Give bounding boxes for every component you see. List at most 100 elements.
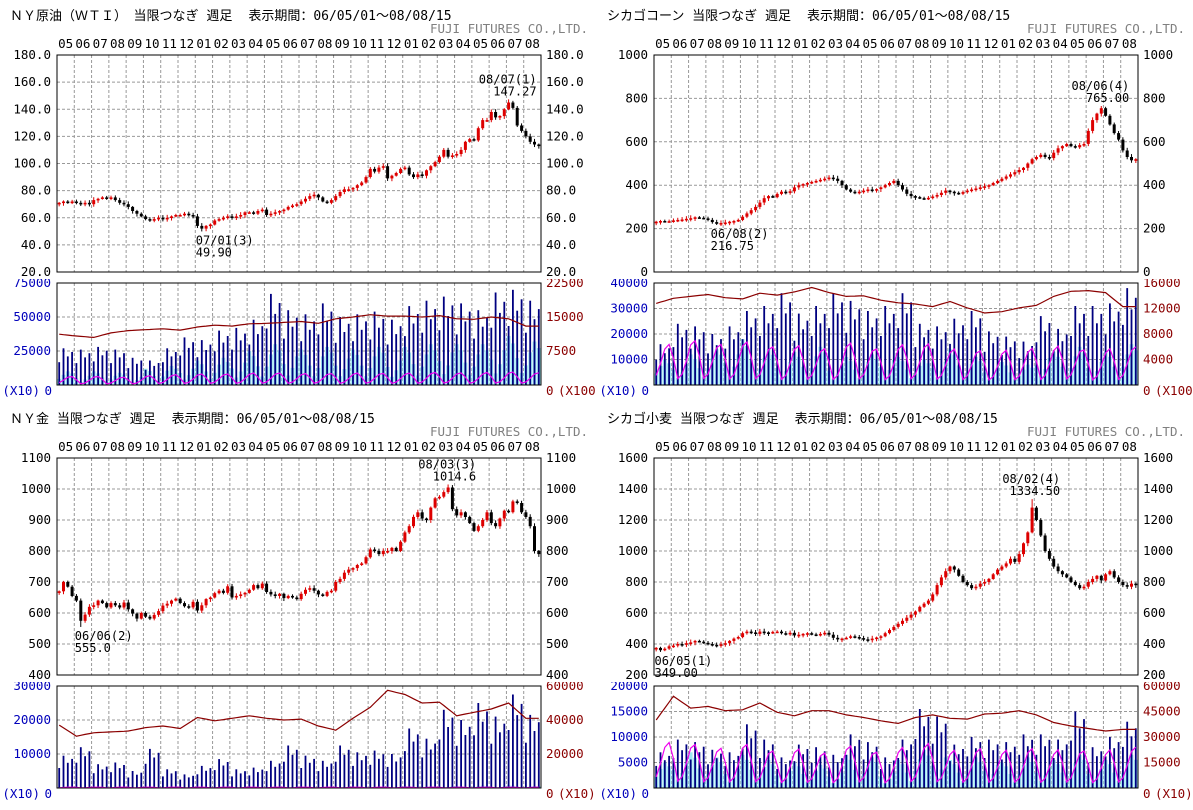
- price-tick-right: 600: [1143, 605, 1166, 620]
- month-label: 02: [214, 439, 229, 454]
- price-tick-right: 1100: [546, 450, 576, 465]
- month-label: 11: [759, 439, 774, 454]
- volume-zero-right: 0: [546, 786, 554, 801]
- low-annotation: 06/08(2)216.75: [711, 227, 769, 253]
- month-label: 05: [655, 36, 670, 51]
- month-label: 06: [1087, 36, 1102, 51]
- price-tick-right: 200: [1143, 667, 1166, 681]
- month-label: 04: [456, 36, 471, 51]
- month-label: 05: [1070, 36, 1085, 51]
- volume-tick-right: 4000: [1143, 352, 1173, 367]
- month-label: 07: [897, 439, 912, 454]
- month-label: 11: [369, 36, 384, 51]
- month-label: 02: [811, 439, 826, 454]
- low-annotation: 07/01(3)49.90: [196, 233, 254, 259]
- month-label: 06: [490, 36, 505, 51]
- month-label: 10: [145, 439, 160, 454]
- price-tick-right: 800: [546, 543, 569, 558]
- month-label: 12: [776, 439, 791, 454]
- month-label: 12: [387, 439, 402, 454]
- volume-tick-left: 5000: [618, 755, 648, 770]
- month-label: 11: [966, 36, 981, 51]
- month-label: 01: [196, 439, 211, 454]
- month-label: 08: [1122, 36, 1137, 51]
- month-label: 05: [655, 439, 670, 454]
- volume-tick-left: 40000: [610, 279, 648, 290]
- month-label: 06: [880, 36, 895, 51]
- month-label: 08: [110, 36, 125, 51]
- chart-title: ＮＹ原油（ＷＴＩ） 当限つなぎ 週足: [10, 9, 232, 24]
- month-label: 01: [404, 439, 419, 454]
- volume-tick-right: 15000: [546, 309, 584, 324]
- volume-tick-left: 15000: [610, 704, 648, 719]
- volume-unit-right: (X10): [558, 786, 596, 801]
- price-tick-left: 1000: [618, 543, 648, 558]
- price-tick-left: 1000: [21, 481, 51, 496]
- month-label: 02: [421, 439, 436, 454]
- price-tick-right: 500: [546, 636, 569, 651]
- price-tick-right: 1000: [1143, 47, 1173, 62]
- high-annotation: 08/06(4)765.00: [1071, 79, 1129, 105]
- month-label: 06: [283, 36, 298, 51]
- price-tick-left: 400: [625, 636, 648, 651]
- chart-title: シカゴ小麦 当限つなぎ 週足: [607, 412, 779, 427]
- month-label: 06: [880, 439, 895, 454]
- month-label: 01: [793, 36, 808, 51]
- month-label: 04: [248, 36, 263, 51]
- month-label: 01: [793, 439, 808, 454]
- month-label: 08: [525, 439, 540, 454]
- price-tick-left: 800: [28, 543, 51, 558]
- low-annotation-value: 49.90: [196, 245, 232, 259]
- chart-title: ＮＹ金 当限つなぎ 週足: [10, 412, 156, 427]
- month-label: 07: [690, 36, 705, 51]
- price-tick-right: 120.0: [546, 128, 584, 143]
- price-tick-left: 140.0: [13, 101, 51, 116]
- price-tick-left: 600: [28, 605, 51, 620]
- price-tick-left: 1000: [618, 47, 648, 62]
- price-tick-right: 1600: [1143, 450, 1173, 465]
- month-label: 07: [93, 36, 108, 51]
- volume-tick-right: 7500: [546, 343, 576, 358]
- price-tick-left: 160.0: [13, 74, 51, 89]
- chart-panel-ny-crude-wti: ＮＹ原油（ＷＴＩ） 当限つなぎ 週足表示期間：06/05/01～08/08/15…: [0, 0, 596, 403]
- month-label: 03: [1035, 439, 1050, 454]
- price-tick-left: 0: [640, 264, 648, 278]
- price-tick-left: 80.0: [21, 183, 51, 198]
- chart-title-row: シカゴコーン 当限つなぎ 週足表示期間：06/05/01～08/08/15: [607, 5, 1010, 24]
- month-label: 10: [742, 439, 757, 454]
- price-tick-left: 60.0: [21, 210, 51, 225]
- price-tick-right: 1400: [1143, 481, 1173, 496]
- month-label: 04: [456, 439, 471, 454]
- month-label: 07: [690, 439, 705, 454]
- month-label: 08: [317, 439, 332, 454]
- chart-title-row: ＮＹ金 当限つなぎ 週足表示期間：06/05/01～08/08/15: [10, 408, 375, 427]
- month-label: 02: [214, 36, 229, 51]
- month-label: 07: [1105, 36, 1120, 51]
- chart-period: 表示期間：06/05/01～08/08/15: [795, 412, 998, 427]
- price-tick-left: 1200: [618, 512, 648, 527]
- price-tick-right: 400: [1143, 177, 1166, 192]
- volume-tick-right: 40000: [546, 712, 584, 727]
- high-annotation-value: 147.27: [493, 84, 536, 98]
- month-label: 03: [828, 36, 843, 51]
- price-tick-left: 100.0: [13, 156, 51, 171]
- month-label: 02: [811, 36, 826, 51]
- price-tick-right: 600: [1143, 134, 1166, 149]
- volume-unit-right: (X100): [558, 383, 596, 398]
- month-label: 05: [473, 439, 488, 454]
- month-label: 01: [1001, 439, 1016, 454]
- volume-zero-right: 0: [1143, 383, 1151, 398]
- month-label: 03: [438, 439, 453, 454]
- month-label: 12: [179, 36, 194, 51]
- month-label: 12: [179, 439, 194, 454]
- volume-unit-left: (X10): [2, 786, 40, 801]
- volume-unit-left: (X10): [599, 786, 637, 801]
- volume-tick-left: 75000: [13, 279, 51, 290]
- month-label: 09: [724, 439, 739, 454]
